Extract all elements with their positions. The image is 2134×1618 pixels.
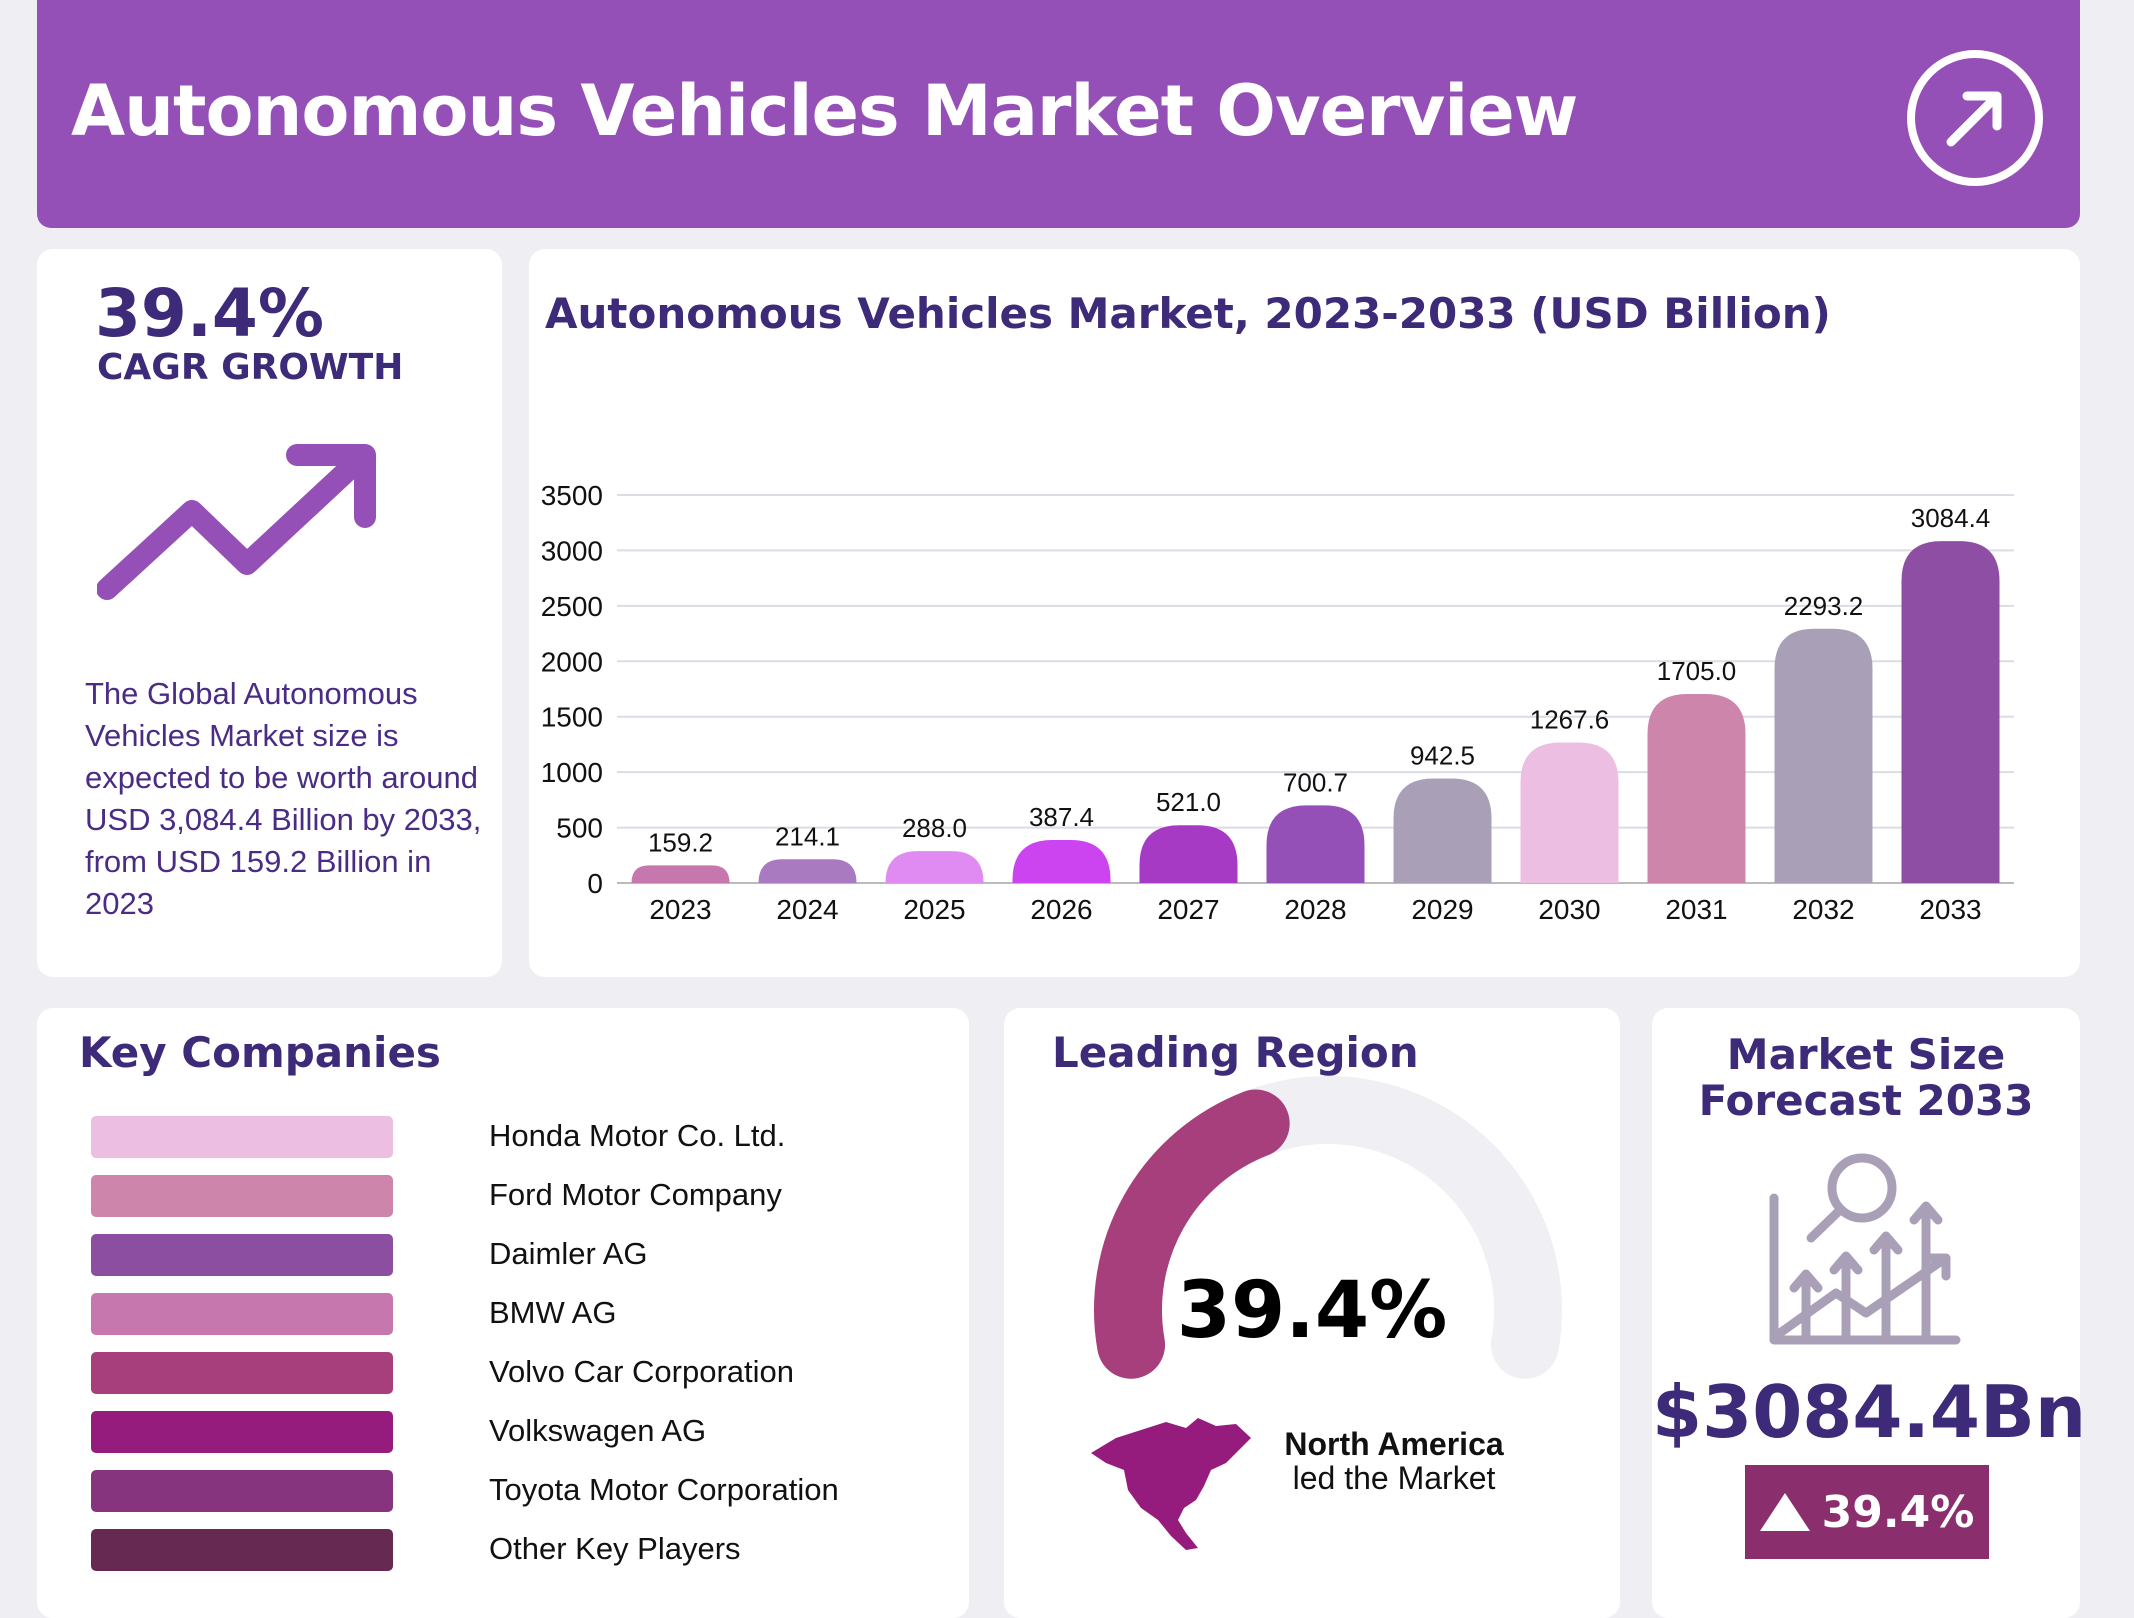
growth-analysis-icon: [1769, 1153, 1961, 1345]
x-tick-label: 2025: [903, 894, 965, 925]
bar-2023[interactable]: [631, 865, 730, 883]
y-tick-label: 3000: [541, 535, 603, 566]
company-item: Toyota Motor Corporation: [91, 1470, 911, 1512]
bar-chart: 0 500 1000 1500 2000 2500 3000 3500 159.2 2023 214…: [541, 480, 2014, 925]
region-subtitle: led the Market: [1292, 1460, 1496, 1496]
company-color-swatch: [91, 1175, 393, 1217]
company-item: Daimler AG: [91, 1234, 911, 1276]
company-name: Daimler AG: [489, 1236, 648, 1271]
bar-value-label: 214.1: [775, 821, 840, 851]
market-size-value: $3084.4Bn: [1652, 1370, 2087, 1454]
bar-value-label: 159.2: [648, 827, 713, 857]
bar-value-label: 2293.2: [1784, 591, 1864, 621]
y-tick-label: 3500: [541, 480, 603, 511]
bar-value-label: 700.7: [1283, 767, 1348, 797]
bar-value-label: 288.0: [902, 813, 967, 843]
bar-2033[interactable]: [1901, 541, 2000, 883]
x-tick-label: 2031: [1665, 894, 1727, 925]
bar-2029[interactable]: [1393, 778, 1492, 883]
company-name: Ford Motor Company: [489, 1177, 782, 1212]
bar-2025[interactable]: [885, 851, 984, 883]
page-title: Autonomous Vehicles Market Overview: [71, 70, 1578, 152]
triangle-up-icon: [1759, 1493, 1810, 1531]
company-name: Other Key Players: [489, 1531, 741, 1566]
north-america-map-icon: [1091, 1418, 1251, 1550]
cagr-card: 39.4% CAGR GROWTH The Global Autonomous …: [37, 249, 502, 977]
market-size-title-line1: Market Size: [1726, 1030, 2006, 1079]
chart-title: Autonomous Vehicles Market, 2023-2033 (U…: [545, 289, 1831, 338]
bar-2026[interactable]: [1012, 840, 1111, 883]
market-description: The Global Autonomous Vehicles Market si…: [85, 676, 482, 921]
company-color-swatch: [91, 1293, 393, 1335]
bar-2031[interactable]: [1647, 693, 1746, 883]
company-item: Ford Motor Company: [91, 1175, 911, 1217]
growth-badge-value: 39.4%: [1821, 1486, 1975, 1538]
bar-2027[interactable]: [1139, 825, 1238, 883]
arrow-up-right-circle-icon[interactable]: [1905, 48, 2045, 188]
x-tick-label: 2027: [1157, 894, 1219, 925]
cagr-label: CAGR GROWTH: [97, 347, 404, 388]
company-name: Volkswagen AG: [489, 1413, 707, 1448]
company-color-swatch: [91, 1352, 393, 1394]
company-item: Other Key Players: [91, 1529, 911, 1571]
bar-2032[interactable]: [1774, 628, 1873, 883]
x-tick-label: 2029: [1411, 894, 1473, 925]
company-item: Volkswagen AG: [91, 1411, 911, 1453]
key-companies-card: Key Companies Honda Motor Co. Ltd. Ford M…: [37, 1008, 969, 1618]
bar-2030[interactable]: [1520, 742, 1619, 883]
company-name: Toyota Motor Corporation: [489, 1472, 839, 1507]
market-size-title: Market Size Forecast 2033: [1652, 1032, 2080, 1124]
chart-card: 0 500 1000 1500 2000 2500 3000 3500 159.2 2023 214…: [529, 249, 2080, 977]
y-tick-label: 0: [587, 868, 603, 899]
company-color-swatch: [91, 1529, 393, 1571]
bar-value-label: 1267.6: [1530, 704, 1610, 734]
region-name: North America: [1284, 1426, 1504, 1462]
bar-value-label: 942.5: [1410, 741, 1475, 771]
company-item: Honda Motor Co. Ltd.: [91, 1116, 911, 1158]
bar-value-label: 1705.0: [1657, 656, 1737, 686]
y-tick-label: 2500: [541, 591, 603, 622]
company-color-swatch: [91, 1116, 393, 1158]
company-item: BMW AG: [91, 1293, 911, 1335]
company-color-swatch: [91, 1234, 393, 1276]
y-tick-label: 1500: [541, 702, 603, 733]
leading-region-title: Leading Region: [1052, 1028, 1419, 1077]
bar-value-label: 3084.4: [1911, 503, 1991, 533]
market-size-card: Market Size Forecast 2033 $3084.4Bn 39.4…: [1652, 1008, 2087, 1618]
header-banner: Autonomous Vehicles Market Overview: [37, 0, 2080, 228]
x-tick-label: 2024: [776, 894, 838, 925]
company-name: BMW AG: [489, 1295, 617, 1330]
bar-2028[interactable]: [1266, 805, 1365, 883]
growth-badge: 39.4%: [1745, 1465, 1989, 1559]
bar-value-label: 521.0: [1156, 787, 1221, 817]
x-tick-label: 2032: [1792, 894, 1854, 925]
y-tick-label: 1000: [541, 757, 603, 788]
key-companies-title: Key Companies: [79, 1028, 441, 1077]
bar-2024[interactable]: [758, 859, 857, 883]
x-tick-label: 2026: [1030, 894, 1092, 925]
x-tick-label: 2028: [1284, 894, 1346, 925]
trending-up-icon: [97, 444, 376, 600]
company-item: Volvo Car Corporation: [91, 1352, 911, 1394]
x-tick-label: 2030: [1538, 894, 1600, 925]
y-tick-label: 2000: [541, 646, 603, 677]
market-size-title-line2: Forecast 2033: [1698, 1076, 2034, 1125]
y-tick-label: 500: [556, 813, 603, 844]
company-name: Volvo Car Corporation: [489, 1354, 794, 1389]
region-gauge: [1094, 1076, 1562, 1379]
company-name: Honda Motor Co. Ltd.: [489, 1118, 786, 1153]
company-color-swatch: [91, 1470, 393, 1512]
bar-value-label: 387.4: [1029, 802, 1094, 832]
cagr-value: 39.4%: [95, 275, 324, 352]
x-tick-label: 2033: [1919, 894, 1981, 925]
gauge-fill: [1094, 1089, 1290, 1379]
x-tick-label: 2023: [649, 894, 711, 925]
gauge-value: 39.4%: [1176, 1266, 1448, 1356]
leading-region-card: Leading Region 39.4% North America led t…: [1004, 1008, 1620, 1618]
company-color-swatch: [91, 1411, 393, 1453]
